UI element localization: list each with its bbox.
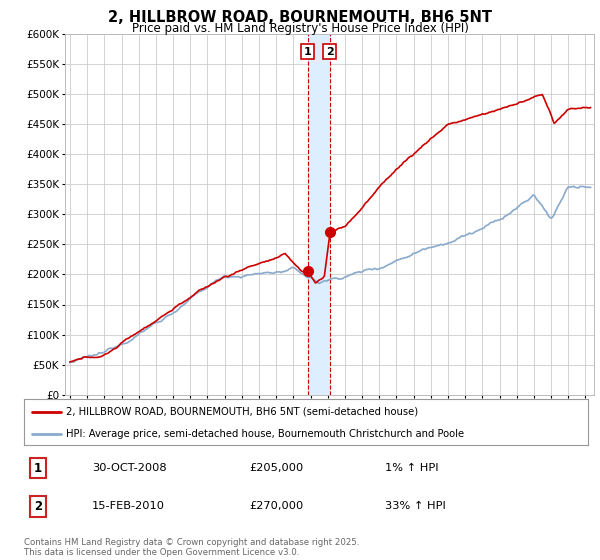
Text: £205,000: £205,000: [250, 463, 304, 473]
Text: 2, HILLBROW ROAD, BOURNEMOUTH, BH6 5NT (semi-detached house): 2, HILLBROW ROAD, BOURNEMOUTH, BH6 5NT (…: [66, 407, 418, 417]
Text: 1: 1: [304, 46, 311, 57]
Text: 33% ↑ HPI: 33% ↑ HPI: [385, 501, 446, 511]
Text: Contains HM Land Registry data © Crown copyright and database right 2025.
This d: Contains HM Land Registry data © Crown c…: [24, 538, 359, 557]
Text: 15-FEB-2010: 15-FEB-2010: [92, 501, 164, 511]
Text: 1: 1: [34, 462, 42, 475]
Text: Price paid vs. HM Land Registry's House Price Index (HPI): Price paid vs. HM Land Registry's House …: [131, 22, 469, 35]
Text: £270,000: £270,000: [250, 501, 304, 511]
Text: 2: 2: [326, 46, 334, 57]
Text: 30-OCT-2008: 30-OCT-2008: [92, 463, 166, 473]
Text: 2, HILLBROW ROAD, BOURNEMOUTH, BH6 5NT: 2, HILLBROW ROAD, BOURNEMOUTH, BH6 5NT: [108, 10, 492, 25]
Text: 2: 2: [34, 500, 42, 513]
Text: 1% ↑ HPI: 1% ↑ HPI: [385, 463, 439, 473]
Text: HPI: Average price, semi-detached house, Bournemouth Christchurch and Poole: HPI: Average price, semi-detached house,…: [66, 429, 464, 438]
Bar: [308, 34, 330, 395]
